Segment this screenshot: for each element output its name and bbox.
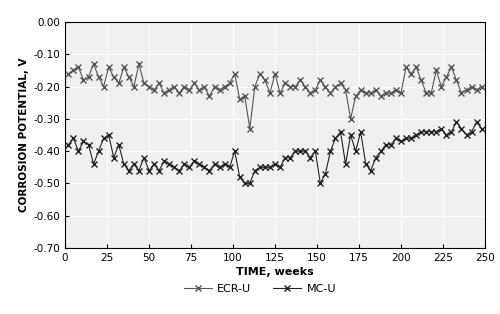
MC-U: [90, 162, 96, 166]
Line: MC-U: MC-U: [65, 119, 485, 187]
MC-U: [126, 169, 132, 172]
MC-U: [478, 127, 484, 130]
MC-U: [66, 143, 71, 147]
ECR-U: [66, 72, 71, 76]
ECR-U: [96, 75, 102, 79]
MC-U: [368, 169, 374, 172]
ECR-U: [247, 127, 253, 130]
ECR-U: [398, 91, 404, 95]
ECR-U: [322, 85, 328, 89]
ECR-U: [373, 88, 379, 92]
ECR-U: [90, 62, 96, 66]
MC-U: [151, 162, 157, 166]
Line: ECR-U: ECR-U: [66, 61, 484, 131]
ECR-U: [131, 85, 137, 89]
MC-U: [242, 181, 248, 185]
MC-U: [393, 136, 399, 140]
ECR-U: [478, 85, 484, 89]
Y-axis label: CORROSION POTENTIAL, V: CORROSION POTENTIAL, V: [19, 58, 29, 212]
X-axis label: TIME, weeks: TIME, weeks: [236, 267, 314, 277]
ECR-U: [156, 81, 162, 85]
Legend: ECR-U, MC-U: ECR-U, MC-U: [180, 280, 340, 297]
MC-U: [454, 120, 460, 124]
MC-U: [318, 181, 324, 185]
